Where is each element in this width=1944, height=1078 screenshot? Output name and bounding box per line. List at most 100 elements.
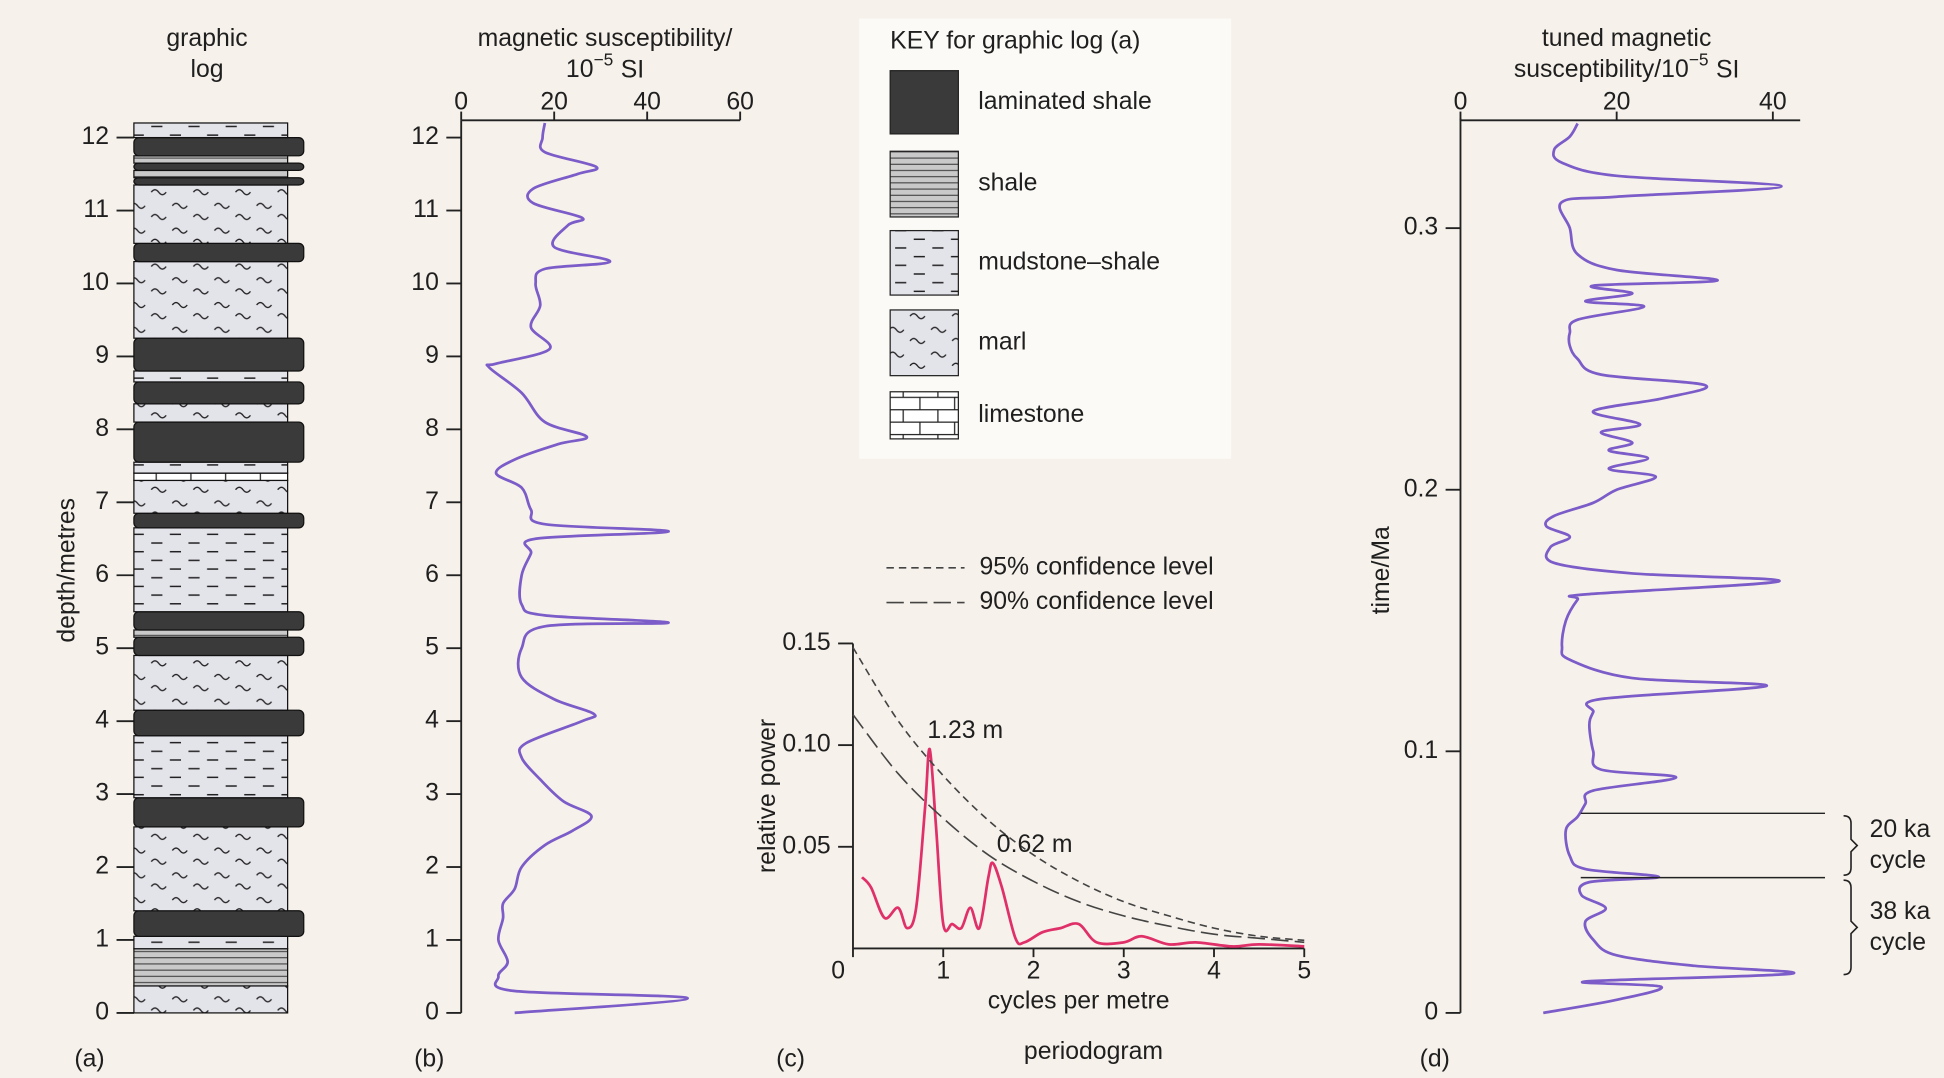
- y-axis-label: depth/metres: [54, 498, 81, 643]
- layer: [133, 797, 305, 828]
- layer: [133, 948, 289, 987]
- layer: [133, 527, 289, 613]
- legend-label: 90% confidence level: [979, 588, 1213, 615]
- layer: [133, 242, 305, 263]
- chart-title: periodogram: [1024, 1038, 1163, 1065]
- layer: [133, 461, 289, 474]
- y-tick-label: 10: [411, 269, 439, 296]
- title-unit: SI: [621, 56, 644, 83]
- cycle-label: 20 ka: [1870, 816, 1931, 843]
- x-tick-label: 5: [1297, 958, 1311, 985]
- chart-title: magnetic susceptibility/: [478, 25, 733, 52]
- cycle-label: cycle: [1870, 847, 1926, 874]
- panel-label: (a): [74, 1046, 104, 1073]
- y-tick-label: 0.05: [782, 832, 830, 859]
- x-tick-label: 40: [1759, 88, 1787, 115]
- data-line: [852, 647, 1305, 942]
- x-tick-label: 20: [540, 88, 568, 115]
- x-tick-label: 0: [831, 958, 845, 985]
- y-tick-label: 9: [95, 342, 109, 369]
- layer: [133, 184, 289, 244]
- legend-title: KEY for graphic log (a): [890, 28, 1140, 55]
- layer: [133, 421, 305, 463]
- x-tick-label: 1: [936, 958, 950, 985]
- y-tick-label: 0: [95, 998, 109, 1025]
- x-tick-label: 40: [633, 88, 661, 115]
- y-tick-label: 0.1: [1404, 737, 1438, 764]
- y-tick-label: 8: [95, 415, 109, 442]
- layer: [133, 985, 289, 1014]
- y-tick-label: 12: [82, 123, 110, 150]
- layer: [133, 177, 305, 186]
- data-line: [860, 747, 1305, 948]
- annotation: 1.23 m: [927, 717, 1003, 744]
- legend-label: 95% confidence level: [979, 553, 1213, 580]
- data-line: [1543, 122, 1796, 1015]
- y-tick-label: 2: [95, 853, 109, 880]
- legend-label: mudstone–shale: [978, 248, 1160, 275]
- y-tick-label: 1: [95, 926, 109, 953]
- data-line: [852, 714, 1305, 944]
- legend-swatch: [889, 150, 959, 218]
- legend-swatch: [889, 229, 959, 296]
- y-tick-label: 2: [425, 853, 439, 880]
- y-tick-label: 0: [425, 998, 439, 1025]
- x-axis-label: cycles per metre: [988, 987, 1170, 1014]
- x-tick-label: 2: [1027, 958, 1041, 985]
- y-tick-label: 0.3: [1404, 214, 1438, 241]
- layer: [133, 155, 289, 164]
- y-tick-label: 4: [95, 707, 109, 734]
- y-tick-label: 6: [425, 561, 439, 588]
- cycle-bracket: [1843, 814, 1859, 876]
- layer: [133, 636, 305, 657]
- cycle-label: cycle: [1870, 929, 1926, 956]
- y-tick-label: 0.2: [1404, 475, 1438, 502]
- y-tick-label: 11: [83, 196, 109, 223]
- y-tick-label: 7: [95, 488, 109, 515]
- y-tick-label: 12: [411, 123, 439, 150]
- legend-swatch: [889, 70, 959, 135]
- layer: [133, 611, 305, 631]
- legend-swatch: [889, 309, 959, 377]
- x-tick-label: 60: [726, 88, 754, 115]
- layer: [133, 709, 305, 737]
- y-tick-label: 1: [425, 926, 439, 953]
- x-tick-label: 4: [1207, 958, 1221, 985]
- chart-title: log: [191, 56, 224, 83]
- y-tick-label: 8: [425, 415, 439, 442]
- legend-label: shale: [978, 170, 1037, 197]
- y-tick-label: 0.15: [782, 629, 830, 656]
- x-tick-label: 0: [1454, 88, 1468, 115]
- panel-label: (c): [776, 1046, 805, 1073]
- cycle-label: 38 ka: [1870, 898, 1931, 925]
- layer: [133, 479, 289, 514]
- layer: [133, 935, 289, 950]
- layer: [133, 512, 305, 529]
- y-tick-label: 11: [413, 196, 439, 223]
- layer: [133, 381, 305, 405]
- data-line: [485, 122, 689, 1015]
- title-exponent: −5: [1689, 49, 1709, 69]
- layer: [133, 122, 289, 139]
- y-tick-label: 0.10: [782, 731, 830, 758]
- title-exponent: −5: [593, 49, 613, 69]
- layer: [133, 472, 289, 482]
- y-tick-label: 4: [425, 707, 439, 734]
- layer: [133, 826, 289, 912]
- cycle-bracket: [1843, 879, 1859, 976]
- layer: [133, 629, 289, 638]
- y-tick-label: 3: [95, 780, 109, 807]
- chart-title: tuned magnetic: [1542, 25, 1711, 52]
- legend-label: laminated shale: [978, 88, 1152, 115]
- panel-label: (d): [1420, 1046, 1450, 1073]
- x-tick-label: 0: [454, 88, 468, 115]
- legend-swatch: [889, 391, 959, 440]
- layer: [133, 337, 305, 372]
- layer: [133, 654, 289, 711]
- legend-label: limestone: [978, 401, 1084, 428]
- layer: [133, 735, 289, 799]
- layer: [133, 136, 305, 157]
- layer: [133, 169, 289, 179]
- y-tick-label: 7: [425, 488, 439, 515]
